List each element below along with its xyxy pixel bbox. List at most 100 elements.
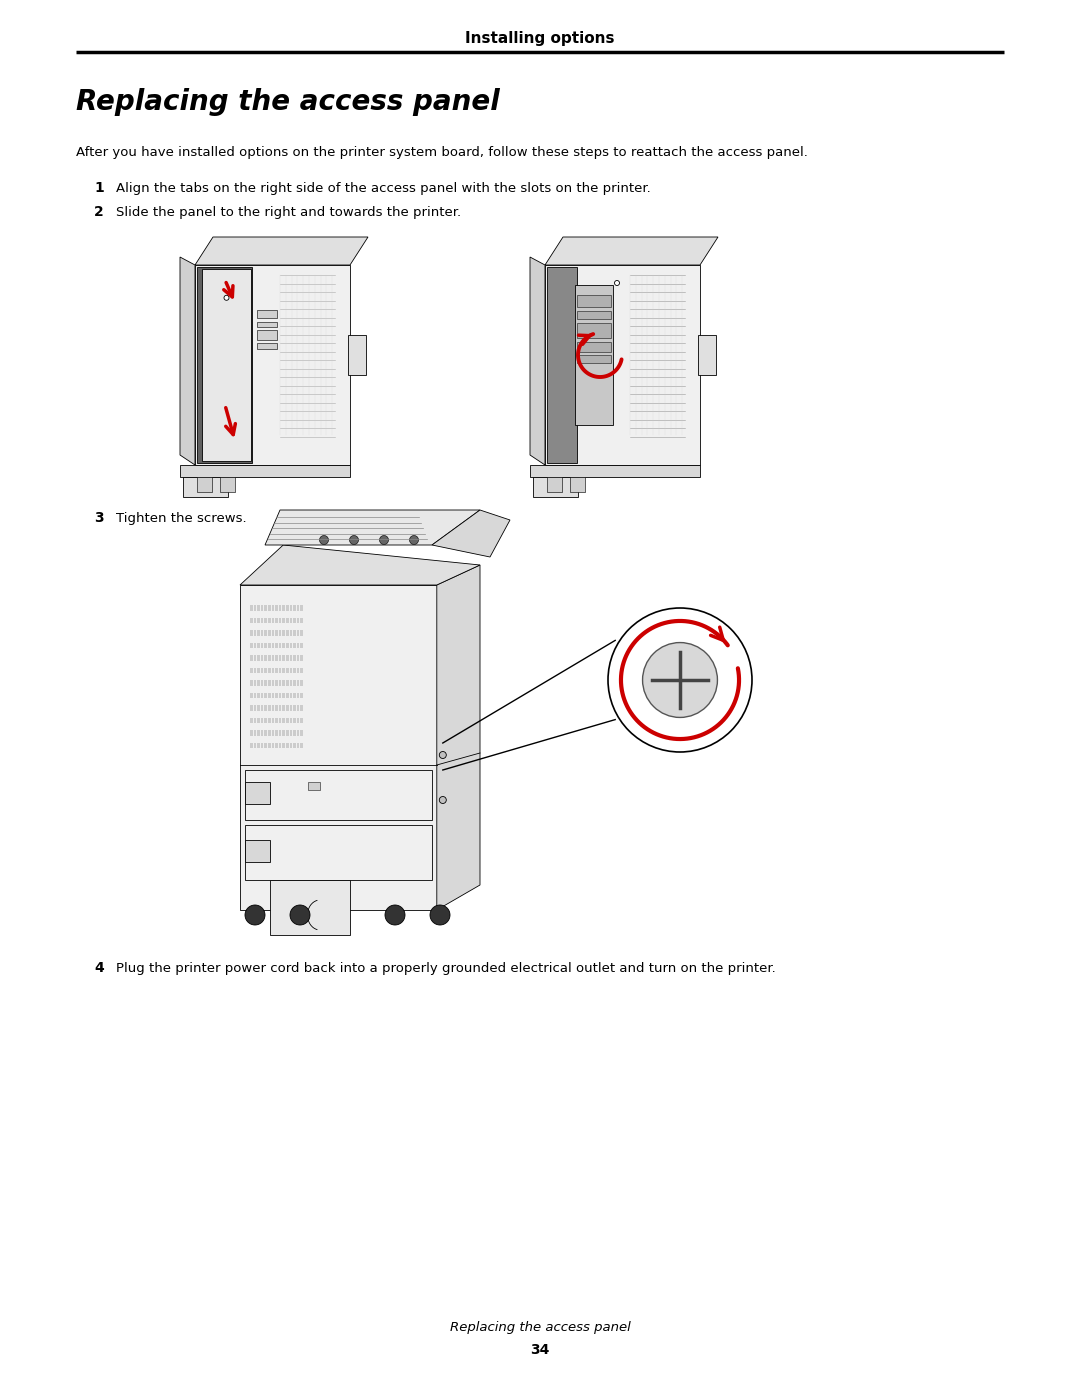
Bar	[577, 355, 611, 363]
Bar	[268, 605, 270, 610]
Bar	[293, 742, 296, 747]
Text: Replacing the access panel: Replacing the access panel	[76, 88, 500, 116]
Bar	[271, 718, 274, 724]
Text: 4: 4	[94, 961, 104, 975]
Bar	[577, 312, 611, 319]
Bar	[282, 705, 285, 711]
Bar	[260, 742, 264, 747]
Bar	[265, 617, 267, 623]
Bar	[271, 643, 274, 648]
Bar	[254, 705, 256, 711]
Bar	[293, 605, 296, 610]
Bar	[297, 605, 299, 610]
Bar	[268, 643, 270, 648]
Bar	[282, 680, 285, 686]
Bar	[282, 617, 285, 623]
Bar	[249, 630, 253, 636]
Bar	[268, 693, 270, 698]
Bar	[289, 705, 292, 711]
Bar	[275, 605, 278, 610]
Bar	[249, 617, 253, 623]
Bar	[282, 731, 285, 735]
Bar	[300, 605, 302, 610]
Bar	[698, 335, 716, 374]
Bar	[286, 605, 288, 610]
Circle shape	[320, 535, 328, 545]
Bar	[257, 605, 259, 610]
Bar	[275, 742, 278, 747]
Text: Slide the panel to the right and towards the printer.: Slide the panel to the right and towards…	[116, 205, 461, 218]
Bar	[257, 655, 259, 661]
Bar	[289, 617, 292, 623]
Bar	[271, 668, 274, 673]
Bar	[275, 643, 278, 648]
Bar	[348, 335, 366, 374]
Bar	[265, 742, 267, 747]
Bar	[293, 680, 296, 686]
Bar	[279, 705, 281, 711]
Bar	[575, 285, 613, 425]
Bar	[297, 718, 299, 724]
Bar	[260, 617, 264, 623]
Polygon shape	[240, 545, 480, 585]
Text: Plug the printer power cord back into a properly grounded electrical outlet and : Plug the printer power cord back into a …	[116, 961, 775, 975]
Bar	[257, 718, 259, 724]
Bar	[293, 617, 296, 623]
Bar	[279, 630, 281, 636]
Bar	[289, 668, 292, 673]
Bar	[289, 643, 292, 648]
Bar	[286, 742, 288, 747]
Bar	[260, 605, 264, 610]
Bar	[300, 617, 302, 623]
Bar	[275, 655, 278, 661]
Bar	[268, 617, 270, 623]
Bar	[254, 718, 256, 724]
Bar	[286, 643, 288, 648]
Text: 34: 34	[530, 1343, 550, 1356]
Bar	[257, 705, 259, 711]
Bar	[300, 655, 302, 661]
Bar	[275, 731, 278, 735]
Bar	[289, 655, 292, 661]
Bar	[275, 705, 278, 711]
Bar	[254, 643, 256, 648]
Bar	[260, 655, 264, 661]
Bar	[202, 270, 251, 461]
Text: Align the tabs on the right side of the access panel with the slots on the print: Align the tabs on the right side of the …	[116, 182, 651, 194]
Bar	[577, 323, 611, 338]
Bar	[282, 718, 285, 724]
Bar	[249, 693, 253, 698]
Bar	[254, 668, 256, 673]
Bar	[260, 693, 264, 698]
Bar	[260, 630, 264, 636]
Circle shape	[379, 535, 389, 545]
Bar	[286, 731, 288, 735]
Bar	[293, 731, 296, 735]
Bar	[545, 265, 700, 465]
Polygon shape	[436, 564, 480, 909]
Bar	[279, 731, 281, 735]
Bar	[300, 731, 302, 735]
Circle shape	[643, 643, 717, 718]
Bar	[297, 731, 299, 735]
Bar	[260, 731, 264, 735]
Bar	[265, 680, 267, 686]
Bar	[268, 630, 270, 636]
Bar	[570, 476, 585, 492]
Circle shape	[384, 905, 405, 925]
Bar	[275, 617, 278, 623]
Bar	[265, 668, 267, 673]
Bar	[260, 705, 264, 711]
Bar	[282, 693, 285, 698]
Bar	[546, 476, 562, 492]
Bar	[271, 655, 274, 661]
Bar	[249, 605, 253, 610]
Bar	[279, 605, 281, 610]
Bar	[297, 630, 299, 636]
Bar	[270, 880, 350, 935]
Bar	[260, 668, 264, 673]
Bar	[254, 731, 256, 735]
Bar	[577, 342, 611, 352]
Bar	[289, 742, 292, 747]
Bar	[249, 643, 253, 648]
